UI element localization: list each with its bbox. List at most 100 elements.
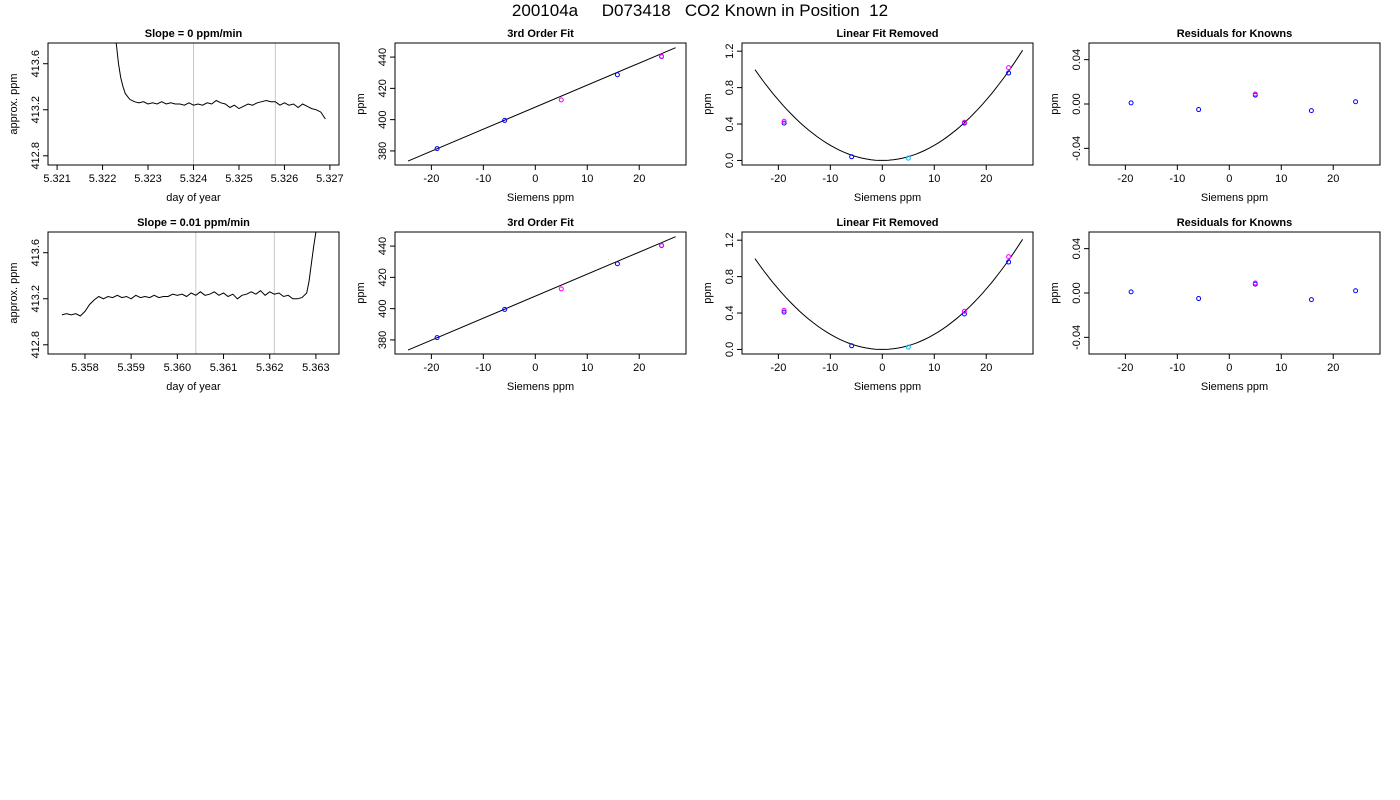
data-point: [1196, 296, 1202, 302]
x-tick-label: 20: [980, 362, 992, 374]
x-tick-label: 10: [928, 362, 940, 374]
data-point: [1308, 297, 1314, 303]
x-tick-label: 20: [1327, 173, 1339, 185]
plot-area: [407, 236, 676, 351]
data-point: [1006, 259, 1012, 265]
data-point: [558, 97, 564, 103]
data-point: [1353, 99, 1359, 105]
y-axis-label: approx. ppm: [8, 262, 20, 323]
series-line: [61, 232, 317, 317]
x-tick-label: -10: [475, 173, 491, 185]
y-tick-label: 0.4: [724, 305, 736, 320]
data-point: [1128, 289, 1134, 295]
y-tick-label: 412.8: [30, 142, 42, 170]
y-tick-label: 413.6: [30, 239, 42, 267]
x-tick-label: 5.326: [271, 173, 299, 185]
x-tick-label: 10: [1275, 362, 1287, 374]
data-point: [502, 306, 508, 312]
x-tick-label: 10: [581, 362, 593, 374]
x-tick-label: 10: [581, 173, 593, 185]
x-tick-label: 5.327: [316, 173, 344, 185]
fit-line: [407, 236, 676, 351]
x-tick-label: 10: [928, 173, 940, 185]
x-tick-label: 5.358: [71, 362, 99, 374]
x-tick-label: 5.359: [117, 362, 145, 374]
chart-title: Slope = 0 ppm/min: [145, 28, 243, 40]
x-tick-label: 5.362: [256, 362, 284, 374]
plot-area: [754, 239, 1024, 350]
y-tick-label: 0.8: [724, 269, 736, 284]
plot-area: [407, 47, 676, 162]
x-tick-label: 5.363: [302, 362, 330, 374]
data-point: [1128, 100, 1134, 106]
x-tick-label: -20: [770, 173, 786, 185]
y-tick-label: 413.6: [30, 50, 42, 78]
chart-title: 3rd Order Fit: [507, 28, 574, 40]
chart-panel: Residuals for Knowns Siemens ppm ppm -20 -10…: [1049, 28, 1381, 204]
x-tick-label: 20: [633, 362, 645, 374]
chart-panel: Slope = 0.01 ppm/min day of year approx. p…: [8, 217, 340, 393]
y-tick-label: 400: [377, 299, 389, 317]
data-point: [961, 308, 967, 314]
data-point: [659, 242, 665, 248]
data-point: [1252, 91, 1258, 97]
y-tick-label: 0.0: [724, 342, 736, 357]
fit-curve: [754, 239, 1024, 350]
data-point: [1353, 288, 1359, 294]
chart-title: Residuals for Knowns: [1177, 28, 1293, 40]
data-point: [781, 307, 787, 313]
x-axis-label: Siemens ppm: [854, 192, 921, 204]
x-axis-label: Siemens ppm: [507, 192, 574, 204]
plot-frame: [47, 231, 340, 355]
y-tick-label: -0.04: [1071, 136, 1083, 161]
y-tick-label: 440: [377, 237, 389, 255]
data-point: [434, 335, 440, 341]
plot-frame: [741, 231, 1034, 355]
page-title: 200104a D073418 CO2 Known in Position 12: [511, 1, 889, 20]
data-point: [434, 146, 440, 152]
data-point: [1252, 280, 1258, 286]
data-point: [849, 343, 855, 349]
data-point: [659, 53, 665, 59]
y-axis-label: ppm: [355, 93, 367, 114]
y-tick-label: -0.04: [1071, 325, 1083, 350]
data-point: [905, 155, 911, 161]
y-tick-label: 380: [377, 142, 389, 160]
y-tick-label: 440: [377, 48, 389, 66]
data-point: [558, 286, 564, 292]
x-axis-label: Siemens ppm: [507, 381, 574, 393]
x-tick-label: 0: [879, 173, 885, 185]
data-point: [1006, 70, 1012, 76]
data-point: [961, 119, 967, 125]
x-tick-label: -10: [475, 362, 491, 374]
y-tick-label: 420: [377, 268, 389, 286]
y-tick-label: 1.2: [724, 44, 736, 59]
data-point: [614, 261, 620, 267]
plot-area: [1128, 91, 1359, 114]
fit-curve: [754, 50, 1024, 161]
chart-panel: Linear Fit Removed Siemens ppm ppm -20 -10 0 1…: [702, 217, 1034, 393]
y-axis-label: ppm: [702, 282, 714, 303]
data-point: [849, 154, 855, 160]
y-tick-label: 380: [377, 331, 389, 349]
x-tick-label: 5.321: [43, 173, 71, 185]
x-tick-label: 20: [1327, 362, 1339, 374]
plot-frame: [394, 42, 687, 166]
y-tick-label: 0.04: [1071, 49, 1083, 70]
y-axis-label: ppm: [702, 93, 714, 114]
plot-area: [1128, 280, 1359, 303]
series-line: [115, 43, 326, 120]
chart-panel: 3rd Order Fit Siemens ppm ppm -20 -10 0 10 20 38…: [355, 217, 687, 393]
chart-title: Slope = 0.01 ppm/min: [137, 217, 250, 229]
fit-line: [407, 47, 676, 162]
chart-panel: Linear Fit Removed Siemens ppm ppm -20 -10 0 1…: [702, 28, 1034, 204]
x-tick-label: 20: [980, 173, 992, 185]
x-tick-label: 0: [532, 173, 538, 185]
x-tick-label: -10: [1169, 362, 1185, 374]
x-axis-label: Siemens ppm: [1201, 381, 1268, 393]
plot-frame: [1088, 231, 1381, 355]
x-tick-label: 0: [532, 362, 538, 374]
x-tick-label: -20: [1117, 173, 1133, 185]
y-tick-label: 0.0: [724, 153, 736, 168]
y-axis-label: approx. ppm: [8, 73, 20, 134]
